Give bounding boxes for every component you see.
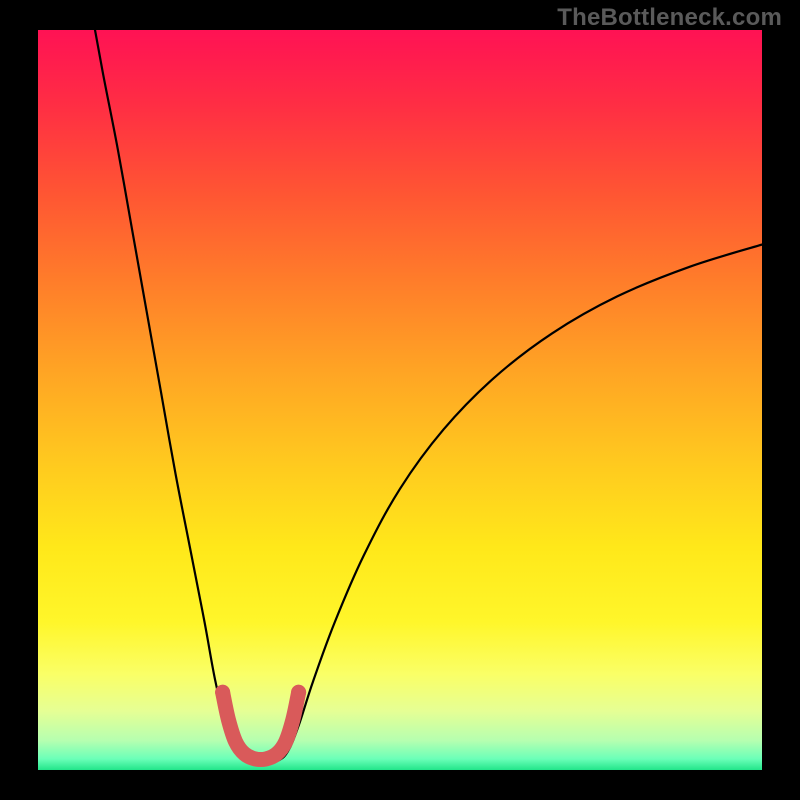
plot-area (38, 30, 762, 770)
plot-svg (38, 30, 762, 770)
gradient-background (38, 30, 762, 770)
chart-frame: TheBottleneck.com (0, 0, 800, 800)
highlight-end-dot (291, 685, 306, 700)
watermark-label: TheBottleneck.com (557, 4, 782, 32)
highlight-start-dot (215, 685, 230, 700)
